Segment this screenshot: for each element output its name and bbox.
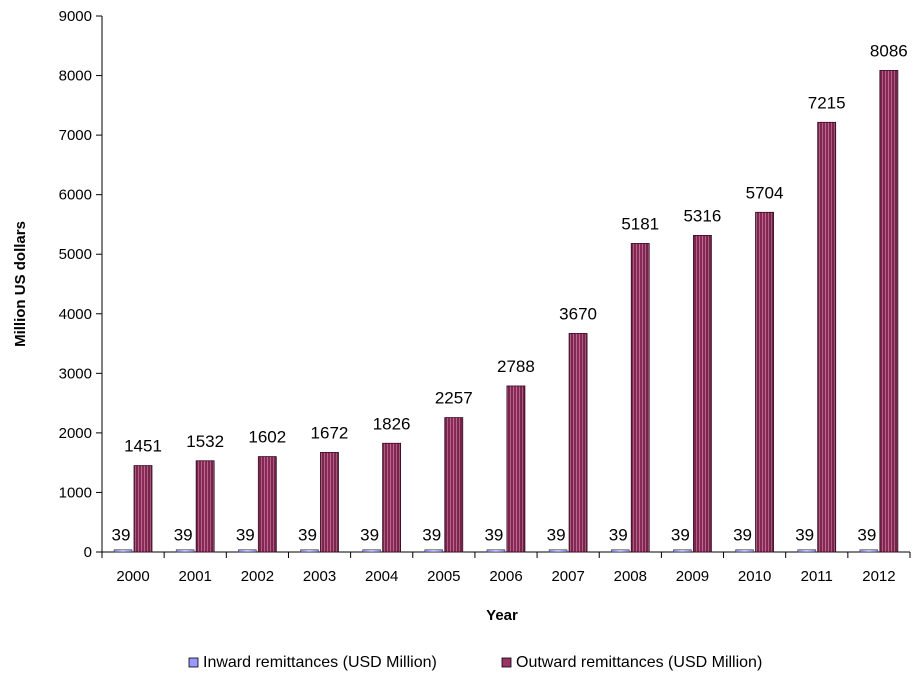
bar-outward-shade-2006 [506,385,525,552]
y-tick-label: 2000 [59,425,92,442]
bar-outward-shade-2007 [569,333,588,552]
bar-outward-shade-2004 [382,443,401,552]
bar-inward-2005 [424,549,444,553]
data-label-outward-2006: 2788 [497,357,535,376]
bar-outward-shade-2009 [693,235,712,553]
data-label-inward-2011: 39 [795,526,814,545]
data-label-inward-2000: 39 [112,526,131,545]
data-label-outward-2008: 5181 [621,214,659,233]
x-tick-label: 2003 [303,568,336,585]
bar-outward-shade-2000 [134,465,152,552]
x-tick-label: 2000 [116,568,149,585]
bar-inward-2010 [735,549,754,553]
bar-outward-shade-2001 [196,460,215,552]
bar-outward-shade-2010 [755,212,774,552]
x-tick-label: 2009 [676,568,709,585]
data-label-outward-2012: 8086 [870,41,908,60]
y-tick-label: 0 [84,544,92,561]
x-tick-label: 2011 [801,568,833,585]
y-tick-label: 7000 [59,127,92,144]
bar-inward-2000 [113,549,133,553]
data-label-inward-2001: 39 [174,526,193,545]
data-label-inward-2005: 39 [422,526,441,545]
data-label-inward-2004: 39 [360,526,379,545]
y-tick-label: 9000 [59,8,92,25]
bar-inward-2001 [175,549,195,553]
data-label-outward-2000: 1451 [124,437,162,456]
x-tick-label: 2010 [738,568,771,585]
data-label-outward-2001: 1532 [186,432,224,451]
x-tick-label: 2007 [551,568,584,585]
data-label-outward-2010: 5704 [746,183,784,202]
x-tick-label: 2001 [179,568,212,585]
y-tick-label: 6000 [59,187,92,204]
x-tick-label: 2002 [241,568,274,585]
y-tick-label: 1000 [59,484,92,501]
bar-inward-2006 [486,549,506,553]
data-label-outward-2005: 2257 [435,389,473,408]
bar-inward-2012 [859,549,879,553]
data-label-inward-2010: 39 [733,526,752,545]
data-label-outward-2011: 7215 [808,93,846,112]
axes: 0 1000 2000 3000 4000 5000 6000 7000 8000 9000 200… [59,8,911,585]
data-label-inward-2006: 39 [484,526,503,545]
x-tick-label: 2004 [365,568,398,585]
legend: Inward remittances (USD Million) Outward… [188,654,762,671]
x-tick-label: 2005 [427,568,460,585]
y-axis-title: Million US dollars [12,221,29,347]
bar-outward-shade-2011 [817,122,836,552]
legend-label-inward: Inward remittances (USD Million) [203,654,437,671]
bar-inward-2011 [797,549,816,553]
bar-outward-shade-2005 [444,417,463,552]
data-label-outward-2003: 1672 [311,423,349,442]
bar-outward-shade-2003 [320,452,339,552]
data-label-inward-2007: 39 [547,526,566,545]
y-tick-label: 3000 [59,365,92,382]
bar-outward-shade-2012 [879,70,898,552]
data-label-outward-2004: 1826 [373,414,411,433]
bar-inward-2007 [548,549,568,553]
data-label-outward-2007: 3670 [559,304,597,323]
legend-swatch-inward [188,657,199,668]
bar-inward-2003 [300,549,319,553]
y-tick-label: 4000 [59,306,92,323]
y-tick-label: 5000 [59,246,92,263]
bar-inward-2008 [610,549,630,553]
legend-label-outward: Outward remittances (USD Million) [516,654,762,671]
x-tick-label: 2008 [614,568,647,585]
x-tick-label: 2012 [862,568,895,585]
data-label-outward-2002: 1602 [248,428,286,447]
data-label-inward-2008: 39 [609,526,628,545]
y-tick-label: 8000 [59,68,92,85]
x-axis-title: Year [486,607,518,624]
data-labels: 39 1451 39 1532 39 1602 39 1672 39 1826 39 2257 39 27… [112,41,908,544]
bar-outward-shade-2002 [258,456,277,552]
data-label-inward-2012: 39 [857,526,876,545]
legend-swatch-outward [501,657,512,668]
bars [113,70,899,553]
data-label-inward-2002: 39 [236,526,255,545]
bar-outward-shade-2008 [631,243,650,552]
bar-inward-2004 [362,549,381,553]
data-label-inward-2009: 39 [671,526,690,545]
data-label-inward-2003: 39 [298,526,317,545]
bar-inward-2009 [673,549,692,553]
bar-inward-2002 [238,549,257,553]
data-label-outward-2009: 5316 [683,206,721,225]
x-tick-label: 2006 [489,568,522,585]
